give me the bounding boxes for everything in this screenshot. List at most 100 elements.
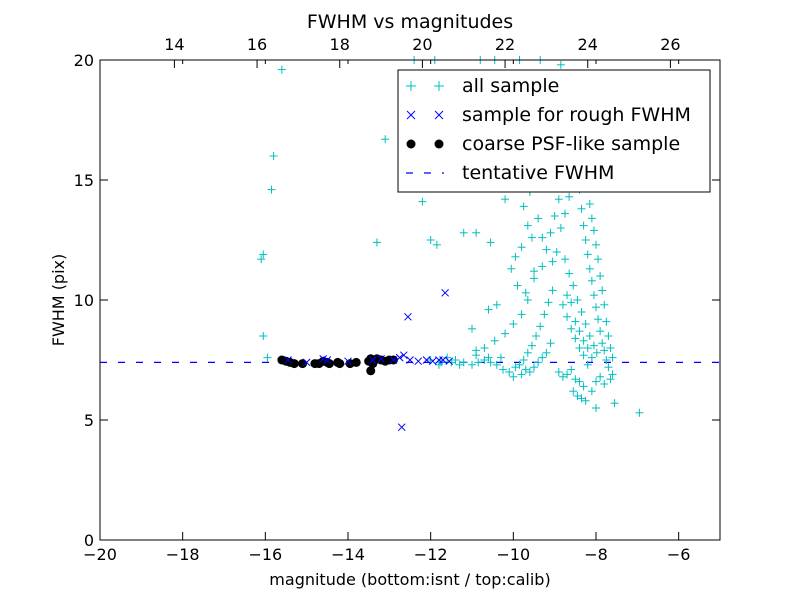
point-all-sample	[530, 363, 538, 372]
chart-title: FWHM vs magnitudes	[307, 11, 513, 33]
point-all-sample	[589, 291, 598, 300]
point-all-sample	[536, 322, 545, 331]
point-all-sample	[532, 332, 541, 340]
top-x-tick-label: 24	[578, 35, 598, 54]
point-all-sample	[459, 358, 468, 367]
legend-marker-rough-sample	[406, 110, 444, 120]
point-all-sample	[468, 324, 476, 333]
point-all-sample	[602, 317, 611, 326]
point-all-sample	[600, 346, 609, 355]
point-all-sample	[579, 336, 588, 345]
point-rough-sample	[406, 356, 414, 364]
point-all-sample	[455, 360, 464, 369]
point-all-sample	[434, 360, 443, 369]
point-all-sample	[432, 240, 441, 249]
point-all-sample	[496, 353, 505, 362]
point-all-sample	[579, 382, 588, 391]
point-all-sample	[583, 360, 592, 369]
y-tick-label: 10	[74, 291, 94, 310]
point-all-sample	[583, 250, 592, 259]
point-all-sample	[561, 209, 569, 218]
point-all-sample	[581, 320, 590, 328]
legend-label-tentative-fwhm: tentative FWHM	[462, 162, 614, 184]
point-all-sample	[587, 353, 596, 362]
point-all-sample	[530, 267, 538, 276]
point-rough-sample	[441, 288, 449, 297]
point-all-sample	[592, 404, 600, 412]
top-x-tick-label: 26	[660, 35, 680, 54]
point-all-sample	[567, 324, 576, 333]
top-x-tick-label: 20	[412, 35, 432, 54]
point-all-sample	[598, 339, 607, 348]
point-all-sample	[571, 375, 580, 384]
point-all-sample	[558, 372, 567, 381]
point-all-sample	[575, 327, 584, 336]
point-rough-sample	[414, 357, 423, 366]
point-all-sample	[521, 288, 530, 297]
point-all-sample	[571, 317, 580, 326]
x-axis-label: magnitude (bottom:isnt / top:calib)	[269, 570, 550, 589]
point-all-sample	[492, 300, 501, 309]
point-all-sample	[517, 310, 526, 319]
point-all-sample	[546, 228, 555, 237]
point-all-sample	[472, 228, 481, 237]
point-all-sample	[538, 262, 547, 271]
point-all-sample	[517, 370, 526, 379]
point-all-sample	[577, 308, 586, 316]
point-all-sample	[606, 344, 615, 352]
point-all-sample	[263, 353, 272, 362]
point-all-sample	[587, 387, 596, 396]
point-all-sample	[589, 341, 598, 350]
point-all-sample	[443, 353, 452, 362]
point-all-sample	[596, 272, 605, 280]
point-all-sample	[594, 255, 603, 264]
point-rough-sample	[399, 351, 408, 360]
point-all-sample	[581, 236, 590, 244]
point-all-sample	[372, 238, 381, 247]
legend: all sample sample for rough FWHM coarse …	[397, 69, 711, 193]
point-all-sample	[546, 339, 555, 348]
point-all-sample	[534, 214, 543, 223]
top-x-tick-label: 18	[330, 35, 350, 54]
point-all-sample	[554, 195, 563, 204]
point-rough-sample	[344, 357, 352, 366]
point-all-sample	[277, 65, 286, 74]
point-all-sample	[515, 360, 524, 369]
point-all-sample	[596, 372, 605, 381]
point-all-sample	[567, 365, 576, 374]
point-all-sample	[563, 291, 572, 300]
point-all-sample	[592, 377, 600, 386]
point-rough-sample	[397, 423, 406, 432]
point-rough-sample	[377, 354, 385, 363]
point-all-sample	[525, 368, 534, 376]
point-all-sample	[573, 392, 582, 400]
top-x-tick-label: 16	[247, 35, 267, 54]
point-all-sample	[606, 375, 615, 384]
point-all-sample	[592, 348, 601, 357]
point-all-sample	[259, 332, 268, 340]
point-all-sample	[507, 264, 516, 273]
point-all-sample	[610, 399, 619, 408]
point-all-sample	[511, 363, 520, 372]
point-all-sample	[523, 296, 532, 304]
legend-marker-coarse-sample-left	[406, 139, 416, 149]
x-tick-label: −10	[496, 545, 530, 564]
top-x-tick-label: 22	[495, 35, 515, 54]
point-all-sample	[556, 60, 565, 69]
y-tick-label: 20	[74, 51, 94, 70]
point-all-sample	[579, 351, 588, 360]
point-all-sample	[521, 365, 530, 374]
point-rough-sample	[302, 358, 311, 367]
point-rough-sample	[284, 356, 292, 364]
point-all-sample	[492, 360, 501, 369]
point-all-sample	[486, 358, 495, 367]
legend-label-all-sample: all sample	[462, 75, 559, 97]
point-all-sample	[480, 356, 489, 364]
point-all-sample	[565, 192, 574, 201]
point-all-sample	[561, 255, 569, 264]
point-coarse-sample	[351, 357, 361, 367]
legend-label-rough-sample: sample for rough FWHM	[462, 104, 691, 126]
point-all-sample	[527, 233, 536, 242]
point-all-sample	[602, 356, 611, 364]
legend-marker-all-sample	[406, 81, 444, 91]
